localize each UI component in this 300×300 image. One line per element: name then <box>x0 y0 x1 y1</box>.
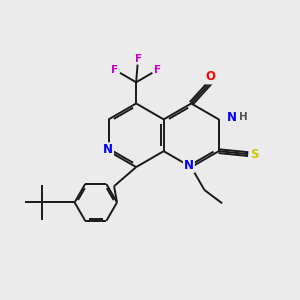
Text: H: H <box>238 112 247 122</box>
Text: S: S <box>250 148 258 161</box>
Text: N: N <box>227 110 237 124</box>
Text: F: F <box>111 65 118 76</box>
Text: N: N <box>103 143 113 156</box>
Text: O: O <box>206 70 215 83</box>
Text: F: F <box>154 65 161 76</box>
Text: F: F <box>135 54 142 64</box>
Text: N: N <box>184 159 194 172</box>
